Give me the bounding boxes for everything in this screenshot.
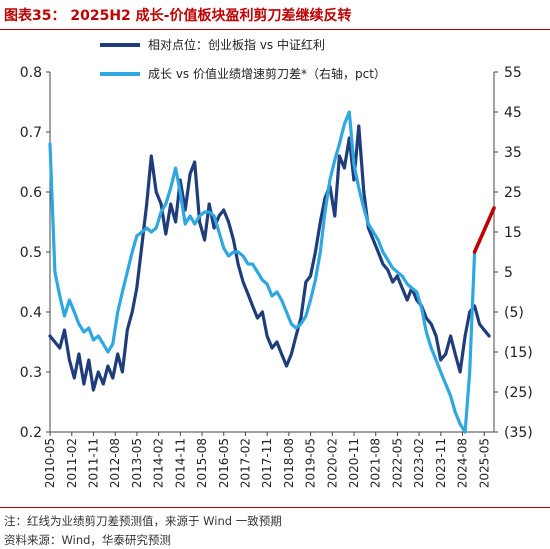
y-right-tick-label: (25) bbox=[504, 385, 533, 401]
x-tick-label: 2011-11 bbox=[87, 438, 101, 488]
x-tick-label: 2010-05 bbox=[43, 438, 57, 488]
y-left-tick-label: 0.7 bbox=[20, 125, 42, 141]
footnote-forecast: 注：红线为业绩剪刀差预测值，来源于 Wind 一致预期 bbox=[4, 514, 282, 528]
x-tick-label: 2020-11 bbox=[347, 438, 361, 488]
x-tick-label: 2014-11 bbox=[173, 438, 187, 488]
line-chart: 0.8 0.7 0.6 0.5 0.4 0.3 0.2 55 45 35 25 15 5 (5) (15) (… bbox=[20, 37, 533, 488]
x-tick-label: 2018-08 bbox=[282, 438, 296, 488]
x-tick-label: 2013-05 bbox=[130, 438, 144, 488]
x-tick-label: 2019-05 bbox=[304, 438, 318, 488]
legend-item-earnings-gap: 成长 vs 价值业绩增速剪刀差*（右轴，pct） bbox=[100, 66, 386, 81]
legend-label: 相对点位：创业板指 vs 中证红利 bbox=[148, 37, 325, 52]
x-tick-label: 2024-08 bbox=[456, 438, 470, 488]
y-left-tick-label: 0.2 bbox=[20, 425, 42, 441]
x-tick-label: 2014-02 bbox=[152, 438, 166, 488]
x-tick-label: 2012-08 bbox=[108, 438, 122, 488]
x-tick-label: 2016-05 bbox=[217, 438, 231, 488]
legend-label: 成长 vs 价值业绩增速剪刀差*（右轴，pct） bbox=[148, 66, 386, 81]
x-tick-label: 2023-11 bbox=[434, 438, 448, 488]
x-tick-label: 2023-02 bbox=[412, 438, 426, 488]
y-right-tick-label: 15 bbox=[504, 225, 522, 241]
x-tick-label: 2025-05 bbox=[477, 438, 491, 488]
footnote-source: 资料来源：Wind，华泰研究预测 bbox=[4, 533, 171, 547]
x-tick-label: 2017-02 bbox=[238, 438, 252, 488]
y-right-tick-label: (5) bbox=[504, 305, 524, 321]
y-right-tick-label: 5 bbox=[504, 265, 513, 281]
y-right-tick-label: 25 bbox=[504, 185, 522, 201]
x-tick-label: 2015-08 bbox=[195, 438, 209, 488]
x-tick-label: 2017-11 bbox=[260, 438, 274, 488]
x-tick-label: 2022-05 bbox=[390, 438, 404, 488]
y-right-tick-label: (35) bbox=[504, 425, 533, 441]
y-right-tick-label: 55 bbox=[504, 65, 522, 81]
x-tick-label: 2020-02 bbox=[325, 438, 339, 488]
x-tick-label: 2021-08 bbox=[369, 438, 383, 488]
y-left-tick-label: 0.8 bbox=[20, 65, 42, 81]
title-bar: 图表35： 2025H2 成长-价值板块盈利剪刀差继续反转 bbox=[0, 0, 550, 30]
series-layer bbox=[48, 110, 496, 434]
y-right-tick-label: 45 bbox=[504, 105, 522, 121]
series-forecast-line bbox=[472, 206, 496, 254]
chart-title: 图表35： 2025H2 成长-价值板块盈利剪刀差继续反转 bbox=[4, 8, 352, 24]
y-right-tick-label: (15) bbox=[504, 345, 533, 361]
y-left-tick-label: 0.4 bbox=[20, 305, 42, 321]
y-left-tick-label: 0.6 bbox=[20, 185, 42, 201]
series-relative-index-line bbox=[48, 124, 491, 392]
y-left-tick-label: 0.3 bbox=[20, 365, 42, 381]
x-tick-label: 2011-02 bbox=[65, 438, 79, 488]
axes: 0.8 0.7 0.6 0.5 0.4 0.3 0.2 55 45 35 25 15 5 (5) (15) (… bbox=[20, 65, 533, 488]
legend-item-relative-index: 相对点位：创业板指 vs 中证红利 bbox=[100, 37, 325, 52]
series-earnings-gap-line bbox=[48, 110, 477, 434]
y-left-tick-label: 0.5 bbox=[20, 245, 42, 261]
y-right-tick-label: 35 bbox=[504, 145, 522, 161]
footnotes: 注：红线为业绩剪刀差预测值，来源于 Wind 一致预期 资料来源：Wind，华泰… bbox=[0, 507, 550, 547]
